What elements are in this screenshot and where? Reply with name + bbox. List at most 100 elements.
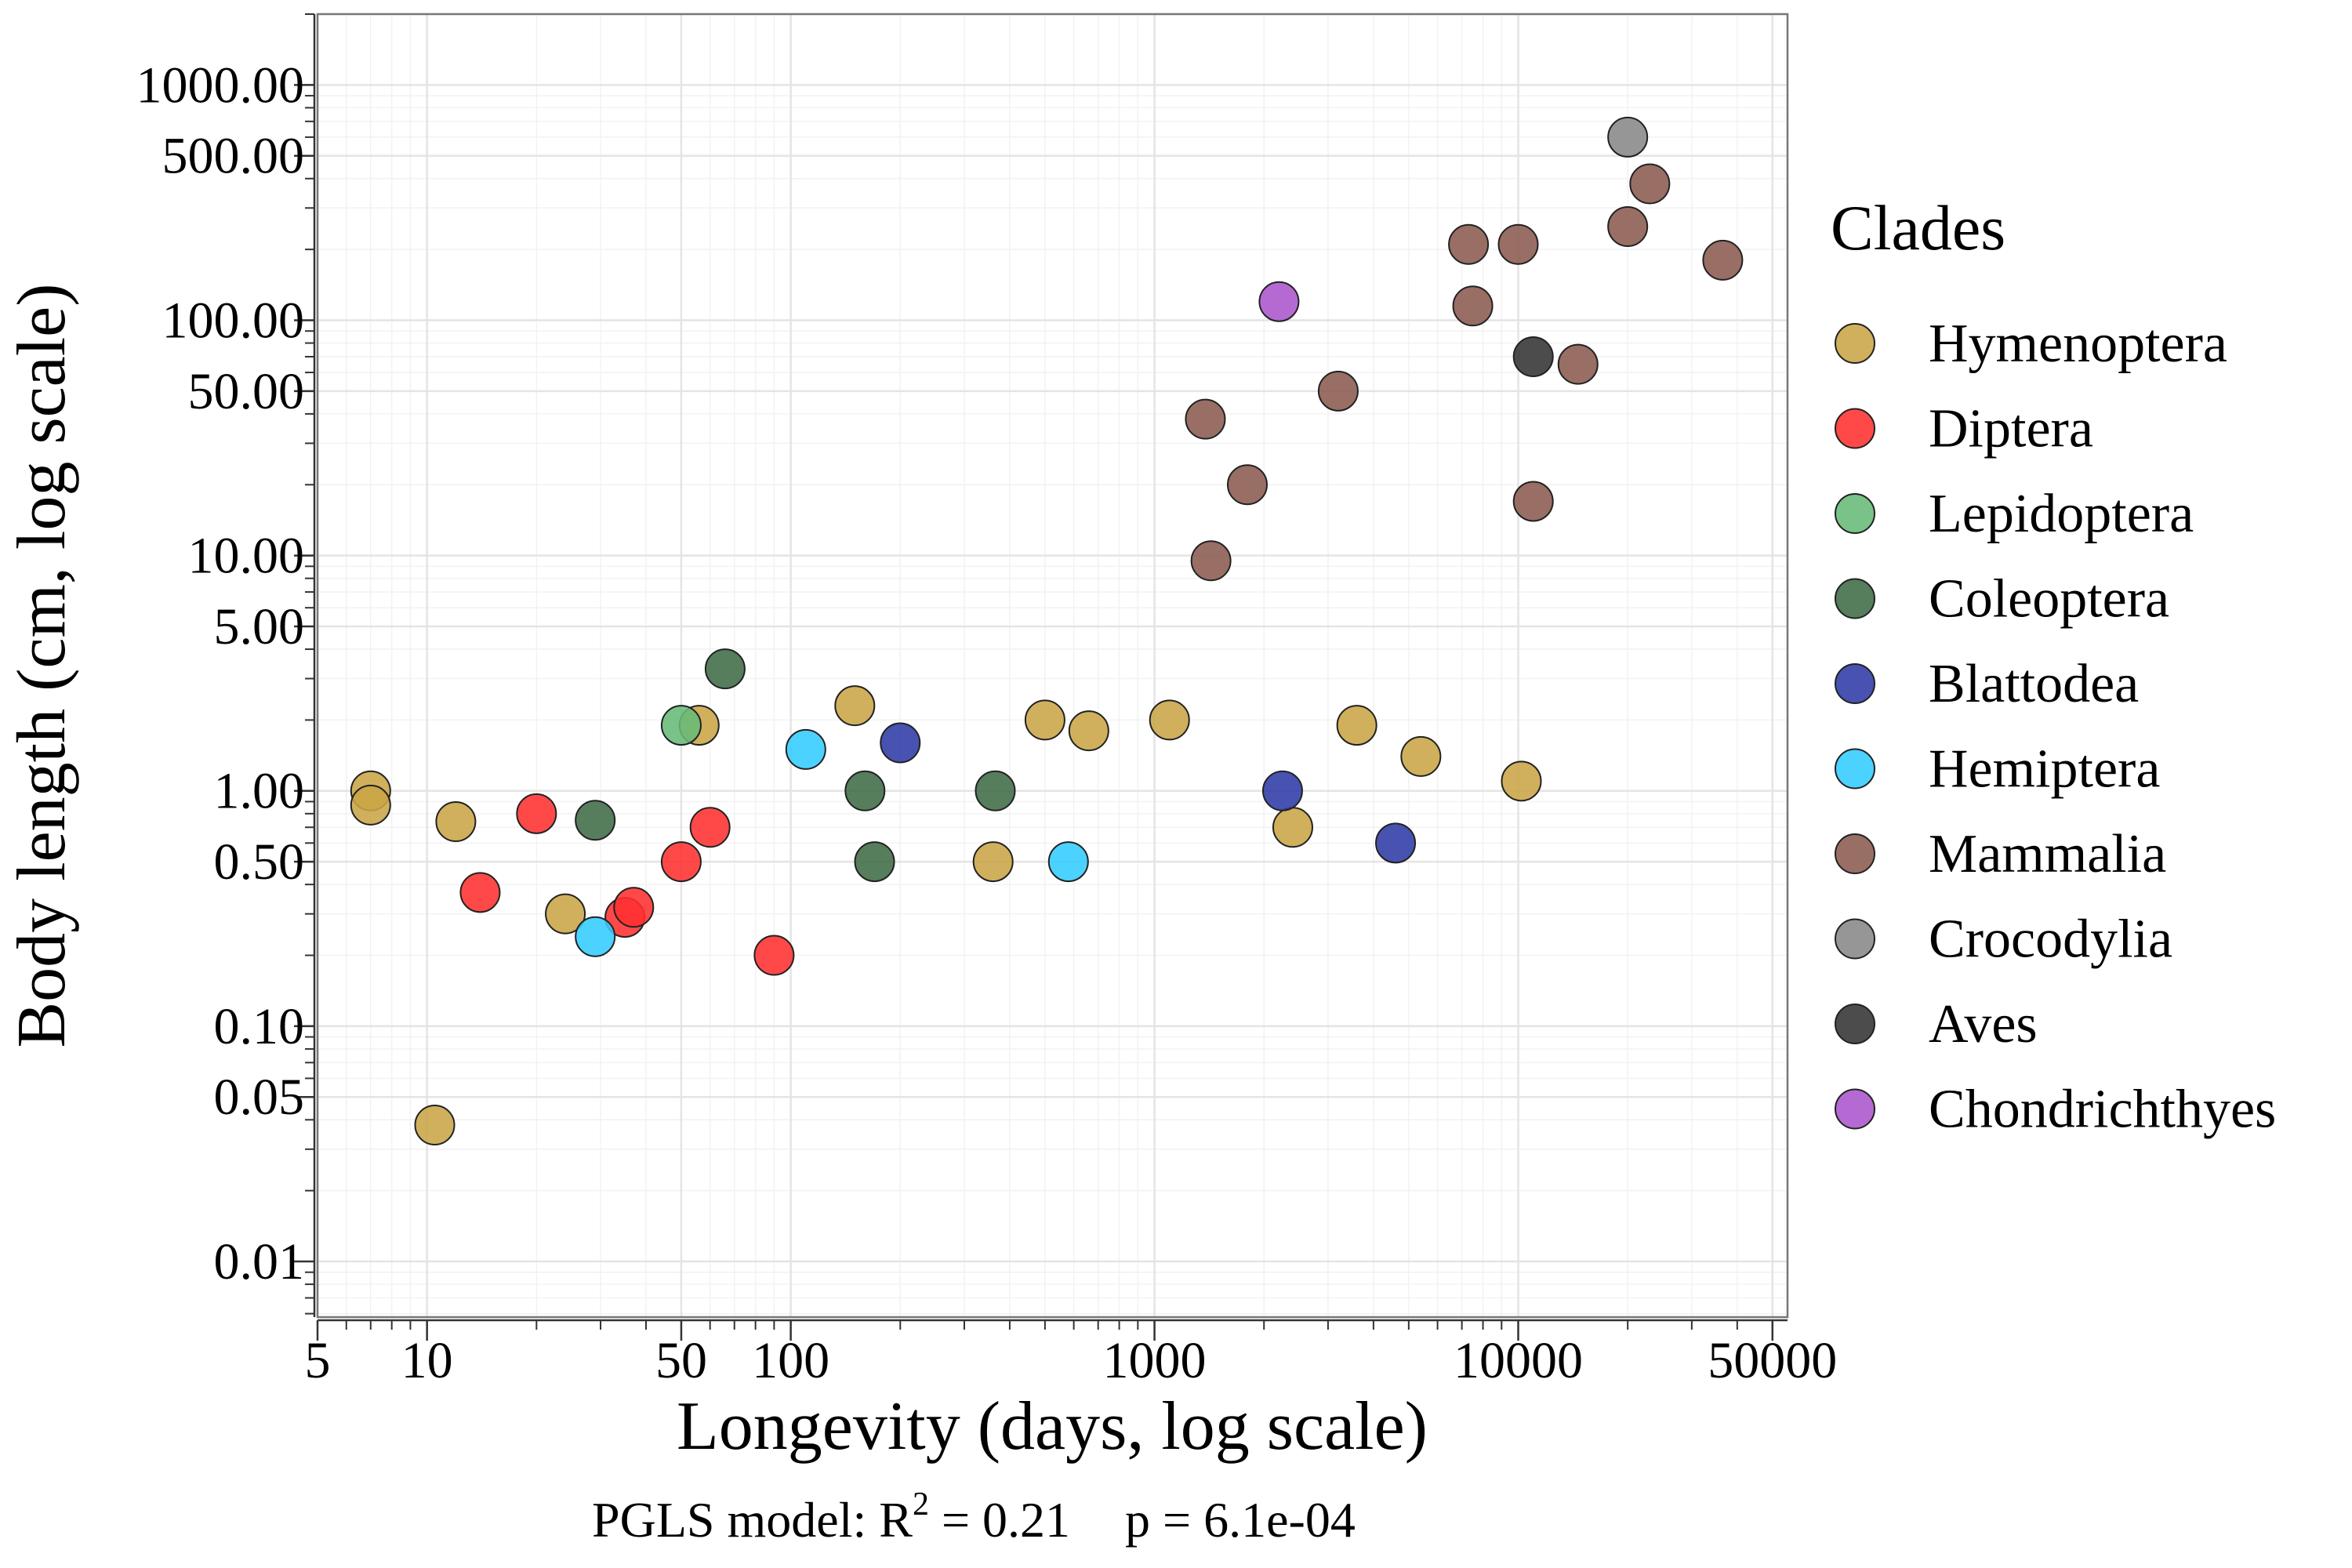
legend-item: Coleoptera <box>1835 569 2169 630</box>
data-point <box>1185 398 1226 440</box>
legend-label: Mammalia <box>1929 824 2166 884</box>
x-tick-label: 50 <box>655 1332 707 1389</box>
data-point <box>785 728 826 770</box>
x-tick-label: 5 <box>305 1332 331 1389</box>
data-point <box>704 648 746 690</box>
data-point <box>1702 239 1744 281</box>
legend-marker <box>1835 1004 1875 1044</box>
legend-marker <box>1835 1088 1875 1130</box>
x-tick-label: 10000 <box>1454 1332 1583 1389</box>
y-axis-title: Body length (cm, log scale) <box>4 283 80 1047</box>
grid-lines <box>316 13 1788 1317</box>
data-point <box>575 800 616 841</box>
data-point <box>1261 770 1303 811</box>
data-point <box>1501 760 1542 802</box>
legend-label: Chondrichthyes <box>1929 1080 2276 1140</box>
legend-item: Lepidoptera <box>1835 484 2194 544</box>
data-point <box>975 770 1016 811</box>
data-point <box>1190 540 1232 582</box>
data-point <box>1149 699 1190 741</box>
x-tick-label: 100 <box>752 1332 829 1389</box>
legend-label: Crocodylia <box>1929 909 2172 970</box>
y-tick-label: 0.05 <box>214 1069 305 1126</box>
data-point <box>1607 206 1649 248</box>
legend-marker <box>1835 578 1875 619</box>
series-hemiptera <box>575 728 1089 957</box>
legend-label: Aves <box>1929 994 2038 1054</box>
legend-marker <box>1835 408 1875 449</box>
series-lepidoptera <box>660 705 702 746</box>
data-point <box>575 916 616 957</box>
data-point <box>516 793 557 834</box>
x-axis: 5 10 50 100 1000 10000 50000 <box>305 1319 1837 1389</box>
legend-marker <box>1835 323 1875 364</box>
legend: Clades Hymenoptera Diptera Lepidoptera Cole… <box>1831 192 2276 1140</box>
model-stats-prefix: PGLS model: R <box>592 1492 913 1548</box>
legend-item: Aves <box>1835 994 2038 1054</box>
legend-label: Lepidoptera <box>1929 484 2194 544</box>
series-crocodylia <box>1607 116 1649 158</box>
data-point <box>1448 223 1490 265</box>
data-point <box>1497 223 1539 265</box>
data-point <box>545 893 586 935</box>
data-point <box>1024 699 1065 741</box>
y-tick-label: 1.00 <box>214 763 305 820</box>
data-point <box>1557 343 1599 385</box>
data-point <box>1607 116 1649 158</box>
y-tick-label: 0.50 <box>214 833 305 891</box>
model-stats-subtitle: PGLS model: R2 = 0.21 p = 6.1e-04 <box>592 1486 1356 1548</box>
legend-marker <box>1835 493 1875 534</box>
legend-label: Hemiptera <box>1929 739 2160 800</box>
data-point <box>660 705 702 746</box>
series-coleoptera <box>575 648 1016 883</box>
data-point <box>660 841 702 883</box>
x-tick-label: 10 <box>401 1332 453 1389</box>
data-point <box>1272 807 1313 848</box>
data-point <box>1047 841 1089 883</box>
y-tick-label: 1000.00 <box>136 56 305 114</box>
legend-title: Clades <box>1831 192 2005 263</box>
legend-marker <box>1835 663 1875 704</box>
legend-label: Coleoptera <box>1929 569 2169 630</box>
data-point <box>1336 705 1377 746</box>
data-point <box>854 841 895 883</box>
legend-item: Blattodea <box>1835 654 2139 714</box>
x-tick-label: 1000 <box>1103 1332 1207 1389</box>
x-axis-title: Longevity (days, log scale) <box>677 1388 1428 1465</box>
data-point <box>1375 822 1417 864</box>
data-points <box>350 116 1744 1145</box>
data-point <box>753 935 795 976</box>
y-tick-label: 50.00 <box>188 363 305 420</box>
data-point <box>1226 464 1268 506</box>
data-point <box>1452 285 1494 327</box>
data-point <box>834 685 876 727</box>
y-tick-label: 100.00 <box>162 292 305 349</box>
model-stats-p-value: p = 6.1e-04 <box>1125 1492 1356 1548</box>
series-blattodea <box>880 722 1417 864</box>
data-point <box>1512 481 1554 522</box>
legend-items: Hymenoptera Diptera Lepidoptera Coleoptera B… <box>1835 314 2276 1140</box>
y-tick-label: 0.10 <box>214 998 305 1055</box>
legend-item: Crocodylia <box>1835 909 2172 970</box>
data-point <box>972 841 1014 883</box>
model-stats-suffix: = 0.21 <box>929 1492 1070 1548</box>
y-tick-label: 5.00 <box>214 598 305 655</box>
y-axis: 0.01 0.05 0.10 0.50 1.00 5.00 10.00 50.00 100.00… <box>136 13 316 1317</box>
data-point <box>435 800 477 842</box>
plot-border <box>316 13 1789 1319</box>
legend-label: Diptera <box>1929 399 2093 459</box>
legend-marker <box>1835 833 1875 874</box>
y-tick-label: 10.00 <box>188 528 305 585</box>
data-point <box>1400 735 1442 777</box>
series-mammalia <box>1185 163 1744 582</box>
legend-label: Blattodea <box>1929 654 2139 714</box>
data-point <box>1512 336 1554 377</box>
data-point <box>459 872 501 913</box>
legend-label: Hymenoptera <box>1929 314 2227 374</box>
legend-marker <box>1835 918 1875 960</box>
y-tick-label: 0.01 <box>214 1233 305 1290</box>
data-point <box>1629 163 1671 205</box>
data-point <box>1258 281 1300 322</box>
data-point <box>880 722 921 764</box>
